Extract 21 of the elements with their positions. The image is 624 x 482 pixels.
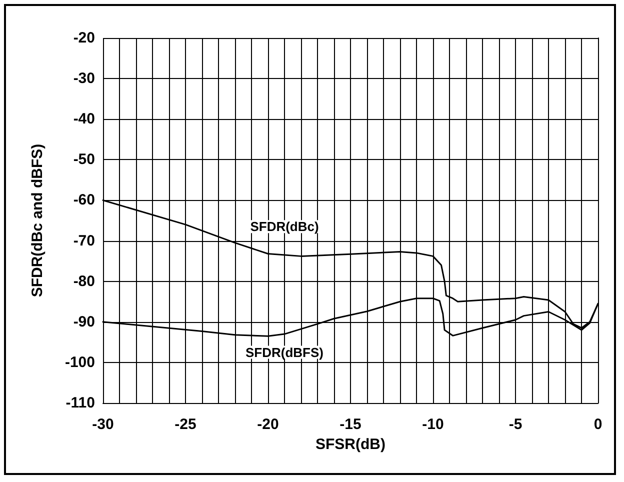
y-tick-label: -80	[73, 272, 95, 290]
y-tick-label: -70	[73, 232, 95, 250]
y-tick-label: -50	[73, 151, 95, 168]
x-axis-title: SFSR(dB)	[316, 436, 386, 453]
y-tick-label: -20	[73, 30, 95, 46]
series-label: SFDR(dBc)	[250, 219, 319, 234]
x-tick-label: -30	[92, 416, 114, 433]
y-tick-label: -90	[73, 313, 95, 330]
x-tick-label: -20	[257, 416, 279, 433]
y-tick-label: -30	[73, 70, 95, 88]
y-tick-label: -60	[73, 192, 95, 209]
x-tick-label: -25	[174, 416, 196, 433]
y-tick-label: -40	[73, 110, 95, 128]
x-tick-label: 0	[594, 416, 602, 433]
y-tick-label: -100	[64, 354, 95, 371]
y-tick-label: -110	[66, 394, 95, 412]
x-tick-label: -15	[340, 416, 362, 433]
y-axis-title: SFDR(dBc and dBFS)	[29, 144, 46, 298]
x-tick-label: -10	[422, 416, 444, 433]
x-tick-label: -5	[508, 416, 522, 433]
series-label: SFDR(dBFS)	[246, 344, 324, 360]
